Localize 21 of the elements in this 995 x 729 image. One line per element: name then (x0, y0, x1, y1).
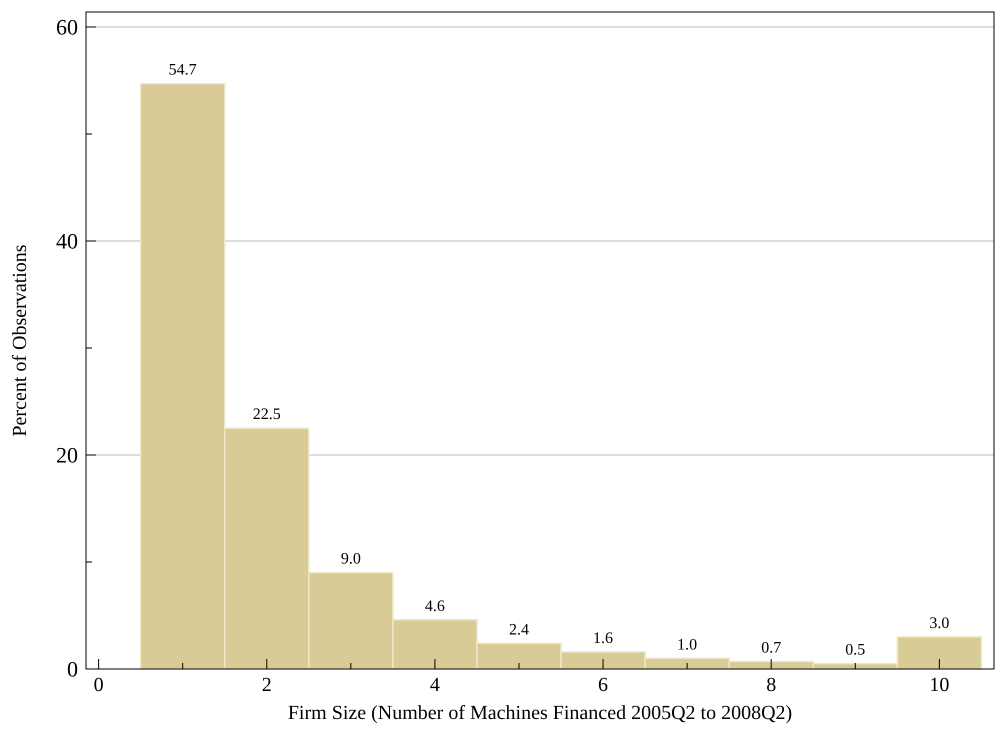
data-label: 1.6 (593, 630, 614, 647)
data-label: 4.6 (424, 598, 445, 615)
y-tick-label: 40 (56, 228, 78, 254)
data-label: 3.0 (929, 614, 950, 632)
x-tick-label: 0 (94, 674, 104, 696)
data-label: 54.7 (168, 62, 197, 79)
data-label: 9.0 (340, 550, 361, 568)
x-axis-title: Firm Size (Number of Machines Financed 2005Q2 to 2008Q2) (288, 702, 792, 724)
x-tick-label: 2 (262, 674, 272, 696)
data-label: 22.5 (252, 406, 281, 424)
data-label: 0.7 (761, 640, 782, 657)
y-tick-label: 60 (56, 14, 78, 40)
data-label: 2.4 (508, 621, 529, 638)
x-tick-label: 10 (929, 674, 950, 696)
data-label: 0.5 (845, 642, 866, 659)
x-tick-label: 6 (598, 674, 608, 696)
y-tick-label: 20 (56, 442, 78, 468)
x-tick-label: 8 (766, 674, 776, 696)
x-tick-label: 4 (430, 674, 440, 696)
y-axis-title: Percent of Observations (9, 244, 31, 437)
data-label: 1.0 (677, 636, 698, 654)
